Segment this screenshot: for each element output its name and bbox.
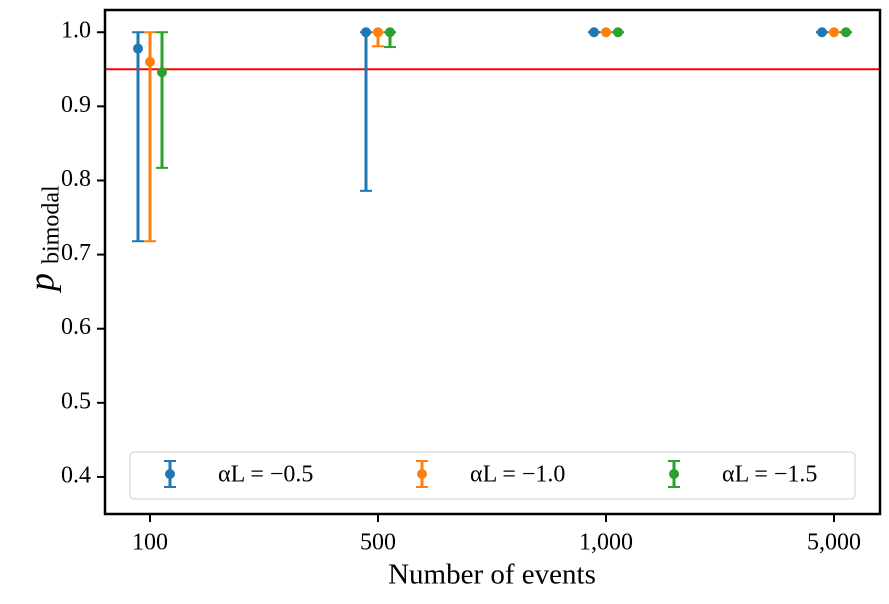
y-tick-label: 0.5 [61, 388, 91, 414]
y-axis-label-group: p bimodal [21, 185, 64, 294]
legend-label: αL = −1.0 [470, 462, 565, 488]
y-tick-label: 0.9 [61, 92, 91, 118]
point [361, 27, 371, 38]
y-tick-label: 0.4 [61, 462, 91, 488]
x-tick-label: 5,000 [807, 530, 861, 556]
legend-point [165, 469, 175, 479]
point [373, 27, 383, 38]
x-tick-label: 100 [132, 530, 168, 556]
legend-point [417, 469, 427, 479]
x-tick-label: 500 [360, 530, 396, 556]
point [385, 27, 395, 38]
y-tick-label: 0.6 [61, 314, 91, 340]
legend-point [669, 469, 679, 479]
y-tick-label: 1.0 [61, 18, 91, 44]
legend-label: αL = −1.5 [722, 462, 817, 488]
point [145, 56, 155, 67]
point [817, 27, 827, 38]
point [601, 27, 611, 38]
legend-label: αL = −0.5 [218, 462, 313, 488]
point [829, 27, 839, 38]
y-tick-label: 0.8 [61, 166, 91, 192]
point [613, 27, 623, 38]
x-axis-label: Number of events [388, 559, 596, 591]
point [133, 43, 143, 54]
point [841, 27, 851, 38]
y-axis-label: p [21, 273, 61, 294]
y-tick-label: 0.7 [61, 240, 91, 266]
x-tick-label: 1,000 [579, 530, 633, 556]
point [589, 27, 599, 38]
y-axis-label-sub: bimodal [39, 185, 65, 264]
point [157, 67, 167, 78]
plot-frame [103, 8, 882, 516]
